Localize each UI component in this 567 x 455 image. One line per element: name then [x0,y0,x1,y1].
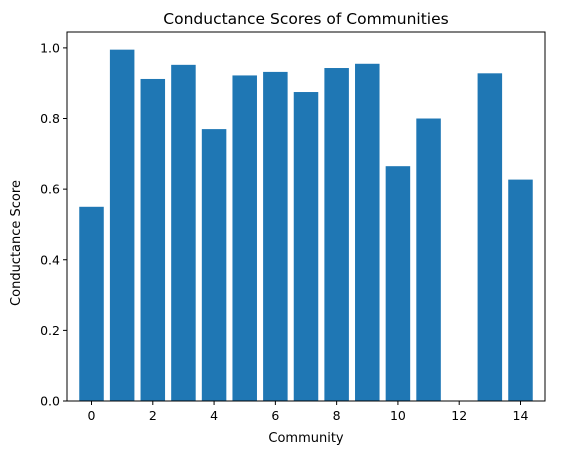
y-tick-label: 0.6 [40,182,60,197]
x-tick-label: 10 [390,408,406,423]
y-tick-label: 0.4 [40,252,60,267]
bar-community-14 [508,179,533,401]
bar-community-4 [201,129,227,401]
y-tick-label: 0.8 [40,111,60,126]
x-tick-label: 14 [513,408,529,423]
x-tick-label: 6 [271,408,279,423]
bar-community-9 [355,63,380,401]
bar-community-13 [477,73,503,401]
x-axis-label: Community [268,431,344,446]
x-tick-label: 12 [451,408,467,423]
y-axis-ticks: 0.0 0.2 0.4 0.6 0.8 1.0 [40,40,67,409]
y-axis-label: Conductance Score [9,180,24,306]
bar-community-5 [232,75,257,402]
y-tick-label: 1.0 [40,40,60,55]
bar-community-0 [79,206,104,401]
x-axis-ticks: 0 2 4 6 8 10 12 14 [88,401,529,423]
bar-community-11 [416,118,441,401]
bar-community-7 [293,92,319,401]
bar-community-2 [140,78,166,402]
bar-community-1 [109,49,135,401]
x-tick-label: 8 [333,408,341,423]
bar-community-3 [171,64,196,401]
chart-title: Conductance Scores of Communities [163,10,448,28]
plot-frame [66,31,546,402]
x-tick-label: 4 [210,408,218,423]
y-tick-label: 0.0 [40,394,60,409]
x-tick-label: 0 [88,408,96,423]
x-tick-label: 2 [149,408,157,423]
bars-group [79,49,533,402]
bar-community-10 [385,166,411,401]
y-tick-label: 0.2 [40,323,60,338]
bar-community-8 [324,68,349,402]
bar-community-6 [263,71,288,402]
